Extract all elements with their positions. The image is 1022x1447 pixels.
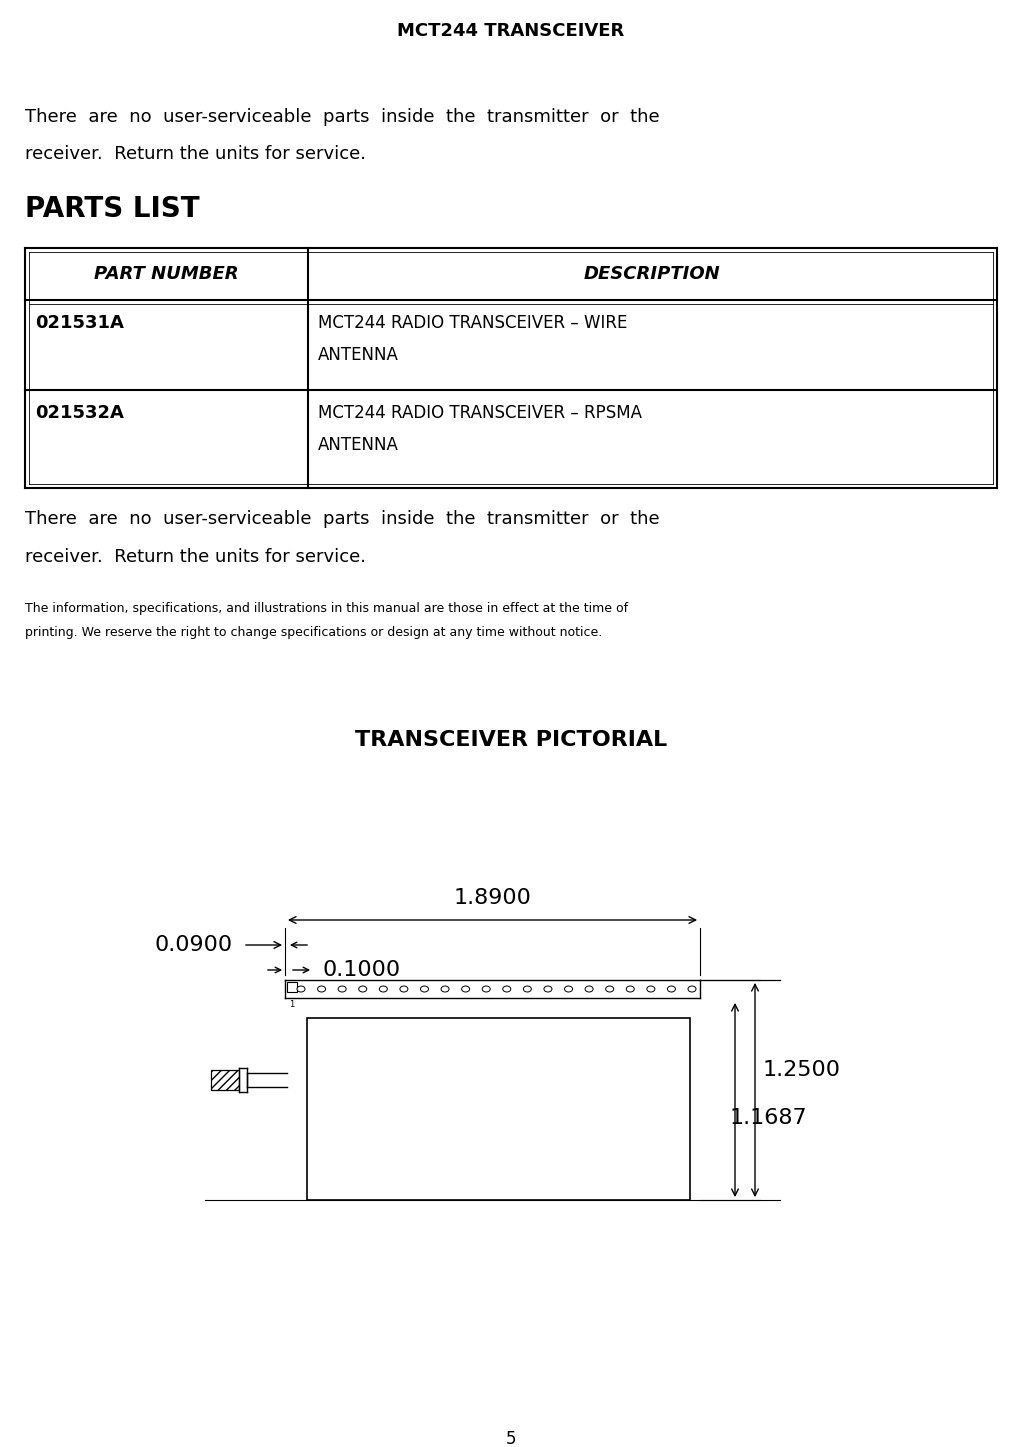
Ellipse shape: [647, 985, 655, 993]
Text: 1.8900: 1.8900: [454, 888, 531, 909]
Ellipse shape: [626, 985, 635, 993]
Text: TRANSCEIVER PICTORIAL: TRANSCEIVER PICTORIAL: [355, 729, 667, 750]
Text: 021532A: 021532A: [35, 404, 124, 423]
Text: ANTENNA: ANTENNA: [318, 346, 399, 365]
Text: MCT244 RADIO TRANSCEIVER – WIRE: MCT244 RADIO TRANSCEIVER – WIRE: [318, 314, 628, 331]
Text: printing. We reserve the right to change specifications or design at any time wi: printing. We reserve the right to change…: [25, 627, 602, 640]
Ellipse shape: [564, 985, 572, 993]
Ellipse shape: [359, 985, 367, 993]
Text: 0.1000: 0.1000: [323, 959, 401, 980]
Text: 1.1687: 1.1687: [730, 1108, 807, 1129]
Ellipse shape: [400, 985, 408, 993]
Ellipse shape: [462, 985, 470, 993]
Ellipse shape: [297, 985, 305, 993]
Text: There  are  no  user-serviceable  parts  inside  the  transmitter  or  the: There are no user-serviceable parts insi…: [25, 109, 659, 126]
Ellipse shape: [318, 985, 326, 993]
Text: There  are  no  user-serviceable  parts  inside  the  transmitter  or  the: There are no user-serviceable parts insi…: [25, 509, 659, 528]
Ellipse shape: [667, 985, 676, 993]
Ellipse shape: [379, 985, 387, 993]
Bar: [287, 983, 297, 993]
Ellipse shape: [442, 985, 449, 993]
Ellipse shape: [338, 985, 346, 993]
Ellipse shape: [586, 985, 593, 993]
Ellipse shape: [606, 985, 613, 993]
Text: MCT244 TRANSCEIVER: MCT244 TRANSCEIVER: [398, 22, 624, 41]
Text: 021531A: 021531A: [35, 314, 124, 331]
Ellipse shape: [688, 985, 696, 993]
Text: 1: 1: [289, 1000, 294, 1009]
Text: ANTENNA: ANTENNA: [318, 436, 399, 454]
Text: receiver.  Return the units for service.: receiver. Return the units for service.: [25, 548, 366, 566]
Text: The information, specifications, and illustrations in this manual are those in e: The information, specifications, and ill…: [25, 602, 629, 615]
Text: MCT244 RADIO TRANSCEIVER – RPSMA: MCT244 RADIO TRANSCEIVER – RPSMA: [318, 404, 642, 423]
Ellipse shape: [544, 985, 552, 993]
Text: DESCRIPTION: DESCRIPTION: [585, 265, 721, 284]
Text: receiver.  Return the units for service.: receiver. Return the units for service.: [25, 145, 366, 164]
Ellipse shape: [420, 985, 428, 993]
Bar: [307, 1019, 690, 1200]
Bar: [211, 1069, 239, 1090]
Text: PART NUMBER: PART NUMBER: [94, 265, 239, 284]
Text: PARTS LIST: PARTS LIST: [25, 195, 199, 223]
Ellipse shape: [523, 985, 531, 993]
Text: 0.0900: 0.0900: [155, 935, 233, 955]
Text: 5: 5: [506, 1430, 516, 1447]
Text: 1.2500: 1.2500: [763, 1061, 841, 1079]
Ellipse shape: [503, 985, 511, 993]
Ellipse shape: [482, 985, 491, 993]
